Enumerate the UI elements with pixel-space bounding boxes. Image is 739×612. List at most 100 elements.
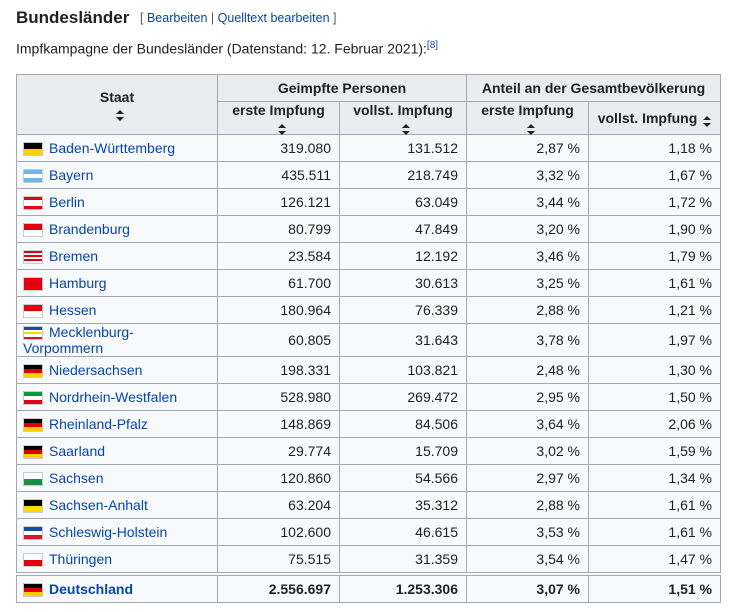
flag-icon	[23, 418, 43, 433]
state-link[interactable]: Deutschland	[49, 581, 134, 598]
flag-stripe	[24, 251, 42, 254]
bracket: ]	[333, 11, 337, 25]
cell-text: 3,44 %	[536, 194, 580, 210]
state-link[interactable]: Thüringen	[49, 551, 113, 568]
table-cell: 102.600	[217, 518, 340, 547]
cell-text: 1,18 %	[668, 140, 712, 156]
subheader-cell[interactable]: erste Impfung	[466, 101, 589, 135]
cell-text: 1,30 %	[668, 362, 712, 379]
table-cell: 131.512	[339, 134, 467, 162]
state-link[interactable]: Sachsen	[49, 470, 104, 487]
cell-text: 1,47 %	[668, 551, 712, 568]
table-row: Bayern 435.511 218.749 3,32 % 1,67 %	[16, 161, 721, 189]
table-cell: 1,21 %	[588, 296, 721, 324]
table-row: Schleswig-Holstein 102.600 46.615 3,53 % 1,6…	[16, 518, 721, 547]
state-link[interactable]: Niedersachsen	[49, 362, 143, 379]
table-row: Saarland 29.774 15.709 3,02 % 1,59 %	[16, 437, 721, 466]
table-cell: 435.511	[217, 161, 340, 189]
table-cell: 1,61 %	[588, 491, 721, 520]
subheader-text: vollst. Impfung	[597, 110, 698, 126]
table-cell: 2,95 %	[466, 383, 589, 412]
heading: Bundesländer	[16, 8, 130, 27]
subheader-text: erste Impfung	[481, 102, 574, 118]
state-cell: Rheinland-Pfalz	[16, 410, 218, 439]
table-cell: 2,06 %	[588, 410, 721, 439]
flag-stripe	[24, 206, 42, 210]
state-link[interactable]: Hessen	[49, 301, 97, 318]
flag-stripe	[24, 446, 42, 451]
state-cell: Sachsen	[16, 464, 218, 493]
cell-text: 3,46 %	[536, 248, 580, 264]
flag-stripe	[24, 423, 42, 428]
sort-icon[interactable]	[116, 108, 124, 122]
flag-icon	[23, 142, 43, 157]
state-link[interactable]: Rheinland-Pfalz	[49, 416, 148, 433]
table-row: Thüringen 75.515 31.359 3,54 % 1,47 %	[16, 545, 721, 575]
state-link[interactable]: Nordrhein-Westfalen	[49, 389, 178, 406]
sort-icon[interactable]	[402, 122, 410, 135]
flag-stripe	[24, 334, 42, 337]
state-link[interactable]: Baden-Württemberg	[49, 139, 176, 156]
cell-text: 80.799	[288, 221, 331, 237]
cell-text: 3,02 %	[536, 443, 580, 460]
cell-text: 180.964	[280, 302, 331, 318]
table-cell: 1,18 %	[588, 134, 721, 162]
reference[interactable]: [8]	[426, 40, 439, 51]
flag-stripe	[24, 329, 42, 333]
state-link[interactable]: Schleswig-Holstein	[49, 524, 168, 541]
flag-icon	[23, 364, 43, 379]
table-row: Berlin 126.121 63.049 3,44 % 1,72 %	[16, 188, 721, 216]
source-edit-link[interactable]: Quelltext bearbeiten	[217, 11, 330, 25]
edit-link[interactable]: Bearbeiten	[146, 11, 208, 25]
flag-stripe	[24, 427, 42, 432]
cell-text: 2.556.697	[268, 581, 331, 598]
cell-text: 198.331	[280, 362, 331, 379]
state-link[interactable]: Berlin	[49, 193, 85, 210]
table-cell: 15.709	[339, 437, 467, 466]
state-link[interactable]: Bremen	[49, 247, 99, 264]
flag-stripe	[24, 255, 42, 258]
flag-stripe	[24, 261, 42, 264]
header-cell[interactable]: Staat	[16, 74, 218, 135]
state-link[interactable]: Bayern	[49, 166, 94, 183]
sort-icon[interactable]	[703, 114, 712, 127]
table-row: Hessen 180.964 76.339 2,88 % 1,21 %	[16, 296, 721, 324]
cell-text: 1,61 %	[668, 275, 712, 291]
bracket: [	[140, 11, 144, 25]
state-link[interactable]: Saarland	[49, 443, 106, 460]
state-link[interactable]: Sachsen-Anhalt	[49, 497, 148, 514]
flag-icon	[23, 391, 43, 406]
flag-icon	[23, 526, 43, 541]
cell-text: 1,51 %	[668, 581, 712, 598]
state-link[interactable]: Brandenburg	[49, 220, 130, 237]
state-link[interactable]: Hamburg	[49, 274, 107, 291]
table-cell: 47.849	[339, 215, 467, 243]
table-cell: 3,54 %	[466, 545, 589, 575]
table-cell: 3,78 %	[466, 322, 589, 358]
subheader-cell[interactable]: vollst. Impfung	[339, 101, 467, 135]
cell-text: 1,61 %	[668, 524, 712, 541]
subheader-cell[interactable]: vollst. Impfung	[588, 101, 721, 135]
table-cell: 35.312	[339, 491, 467, 520]
flag-stripe	[24, 200, 42, 204]
header-text: Staat	[99, 88, 135, 105]
table-row: Baden-Württemberg 319.080 131.512 2,87 % 1,1…	[16, 134, 721, 162]
table-cell: 319.080	[217, 134, 340, 162]
cell-text: 2,97 %	[536, 470, 580, 487]
flag-stripe	[24, 592, 42, 597]
flag-stripe	[24, 149, 42, 156]
flag-icon	[23, 304, 43, 319]
cell-text: 1,21 %	[668, 302, 712, 318]
table-cell: 1,61 %	[588, 518, 721, 547]
state-cell: Deutschland	[16, 572, 218, 604]
cell-text: 3,20 %	[536, 221, 580, 237]
table-row: Mecklenburg-Vorpommern 60.805 31.643 3,78 %…	[16, 322, 721, 358]
state-link[interactable]: Mecklenburg-Vorpommern	[23, 324, 134, 357]
sort-icon[interactable]	[277, 122, 286, 135]
state-cell: Hamburg	[16, 269, 218, 297]
cell-text: 47.849	[415, 221, 458, 237]
subheader-cell[interactable]: erste Impfung	[217, 101, 340, 135]
flag-stripe	[24, 473, 42, 480]
flag-stripe	[24, 531, 42, 536]
sort-icon[interactable]	[526, 122, 535, 135]
